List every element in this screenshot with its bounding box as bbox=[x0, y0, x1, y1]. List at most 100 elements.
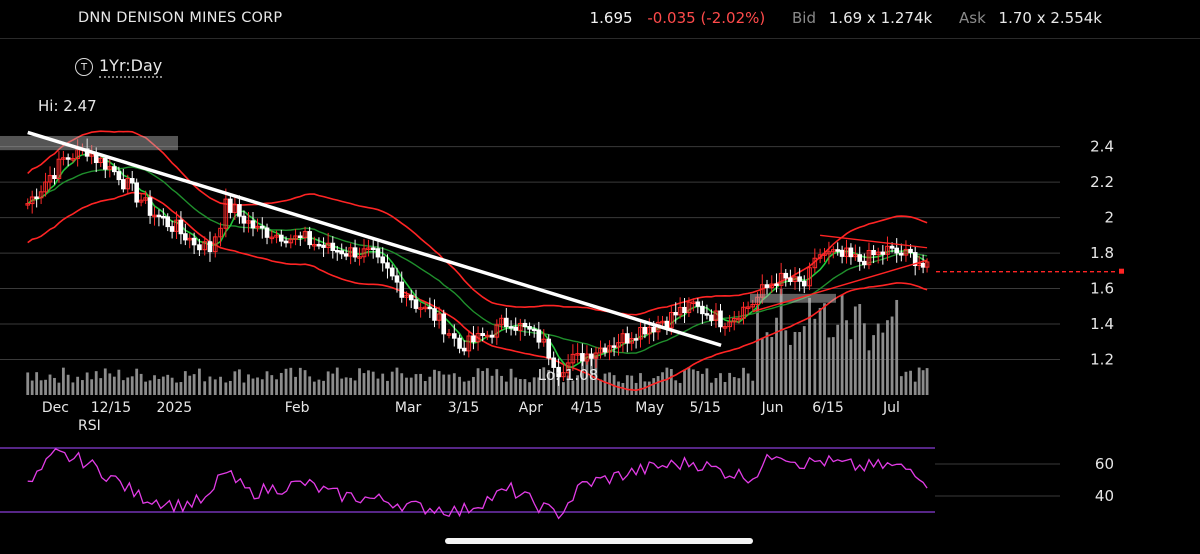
volume-bar bbox=[594, 355, 598, 395]
candle-body bbox=[134, 182, 139, 203]
candle-body bbox=[624, 333, 630, 344]
candle-body bbox=[207, 241, 213, 253]
x-tick-label: 3/15 bbox=[448, 400, 479, 416]
candle-body bbox=[580, 353, 585, 362]
candle-body bbox=[769, 283, 775, 288]
candle-body bbox=[471, 335, 476, 343]
volume-bar bbox=[419, 373, 423, 395]
y-tick-label: 1.8 bbox=[1090, 244, 1114, 262]
volume-bar bbox=[831, 337, 835, 395]
candle-body bbox=[575, 353, 580, 356]
y-tick-label: 1.2 bbox=[1090, 351, 1114, 369]
candle-body bbox=[857, 254, 863, 262]
candle-body bbox=[218, 227, 223, 238]
volume-bar bbox=[909, 370, 912, 395]
rsi-tick-label: 60 bbox=[1095, 455, 1114, 473]
ask-label: Ask bbox=[959, 9, 986, 27]
candle-body bbox=[633, 338, 639, 341]
candle-body bbox=[223, 198, 229, 229]
volume-bar bbox=[802, 326, 806, 395]
volume-bar bbox=[71, 382, 75, 395]
candle-body bbox=[241, 215, 247, 224]
last-price: 1.695 bbox=[589, 9, 633, 27]
volume-bar bbox=[175, 382, 178, 395]
volume-bar bbox=[674, 380, 678, 395]
candle-body bbox=[783, 272, 789, 279]
candle-body bbox=[801, 280, 807, 287]
candle-body bbox=[709, 314, 714, 321]
candle-body bbox=[408, 294, 414, 301]
candle-body bbox=[451, 333, 457, 339]
rsi-line bbox=[27, 447, 928, 520]
volume-bar bbox=[303, 370, 307, 395]
candle-body bbox=[531, 328, 537, 332]
candle-body bbox=[212, 236, 218, 253]
volume-bar bbox=[742, 367, 745, 395]
volume-bar bbox=[793, 331, 797, 395]
candle-body bbox=[302, 231, 308, 238]
candle-body bbox=[330, 242, 336, 251]
volume-bar bbox=[130, 376, 134, 395]
volume-bar bbox=[853, 306, 857, 395]
volume-bar bbox=[228, 380, 232, 395]
timeframe-icon: T bbox=[75, 58, 93, 76]
volume-bar bbox=[723, 381, 727, 395]
candle-body bbox=[871, 249, 876, 256]
candle-body bbox=[404, 294, 409, 298]
candle-body bbox=[288, 238, 294, 244]
candle-body bbox=[616, 342, 621, 348]
volume-bar bbox=[61, 367, 65, 395]
downtrend-line bbox=[27, 130, 722, 347]
candle-body bbox=[513, 326, 519, 331]
candle-body bbox=[745, 306, 751, 309]
volume-bar bbox=[509, 368, 513, 395]
candle-body bbox=[312, 243, 317, 247]
volume-bar bbox=[621, 382, 625, 395]
x-tick-label: May bbox=[635, 400, 664, 416]
volume-bar bbox=[818, 307, 822, 395]
volume-bar bbox=[362, 373, 366, 395]
candle-body bbox=[522, 322, 528, 328]
candle-body bbox=[228, 198, 233, 213]
x-tick-label: Apr bbox=[519, 400, 543, 416]
volume-bar bbox=[298, 367, 302, 395]
candle-body bbox=[570, 353, 576, 364]
candle-body bbox=[255, 225, 260, 229]
x-tick-label: Jul bbox=[882, 400, 900, 416]
candle-body bbox=[750, 303, 756, 308]
candle-body bbox=[831, 249, 836, 253]
candle-body bbox=[722, 326, 728, 329]
volume-bar bbox=[625, 375, 629, 395]
candle-body bbox=[485, 334, 490, 338]
volume-bar bbox=[326, 371, 330, 395]
volume-bar bbox=[251, 378, 255, 395]
volume-bar bbox=[188, 375, 192, 395]
volume-bar bbox=[233, 371, 237, 395]
period-selector[interactable]: T 1Yr:Day bbox=[75, 56, 163, 78]
volume-bar bbox=[433, 369, 436, 395]
symbol-text: DNN bbox=[78, 10, 112, 26]
ticker-symbol[interactable]: DNN DENISON MINES CORP bbox=[78, 10, 282, 26]
volume-bar bbox=[714, 378, 718, 395]
volume-bar bbox=[386, 380, 389, 395]
volume-bar bbox=[858, 304, 862, 395]
candle-body bbox=[457, 337, 462, 349]
period-label: 1Yr:Day bbox=[99, 56, 163, 78]
candle-body bbox=[269, 236, 275, 240]
candle-body bbox=[125, 178, 131, 190]
home-indicator[interactable] bbox=[445, 538, 753, 544]
volume-bar bbox=[462, 381, 466, 395]
volume-bar bbox=[728, 372, 732, 395]
candle-body bbox=[792, 276, 798, 282]
volume-bar bbox=[317, 379, 321, 395]
candle-body bbox=[704, 313, 710, 316]
candle-body bbox=[669, 312, 674, 329]
candle-body bbox=[61, 157, 66, 160]
candle-body bbox=[191, 237, 197, 246]
candle-body bbox=[598, 347, 603, 354]
volume-bar bbox=[353, 380, 357, 395]
candle-body bbox=[143, 197, 148, 201]
volume-bar bbox=[428, 376, 432, 395]
volume-bar bbox=[395, 367, 399, 395]
